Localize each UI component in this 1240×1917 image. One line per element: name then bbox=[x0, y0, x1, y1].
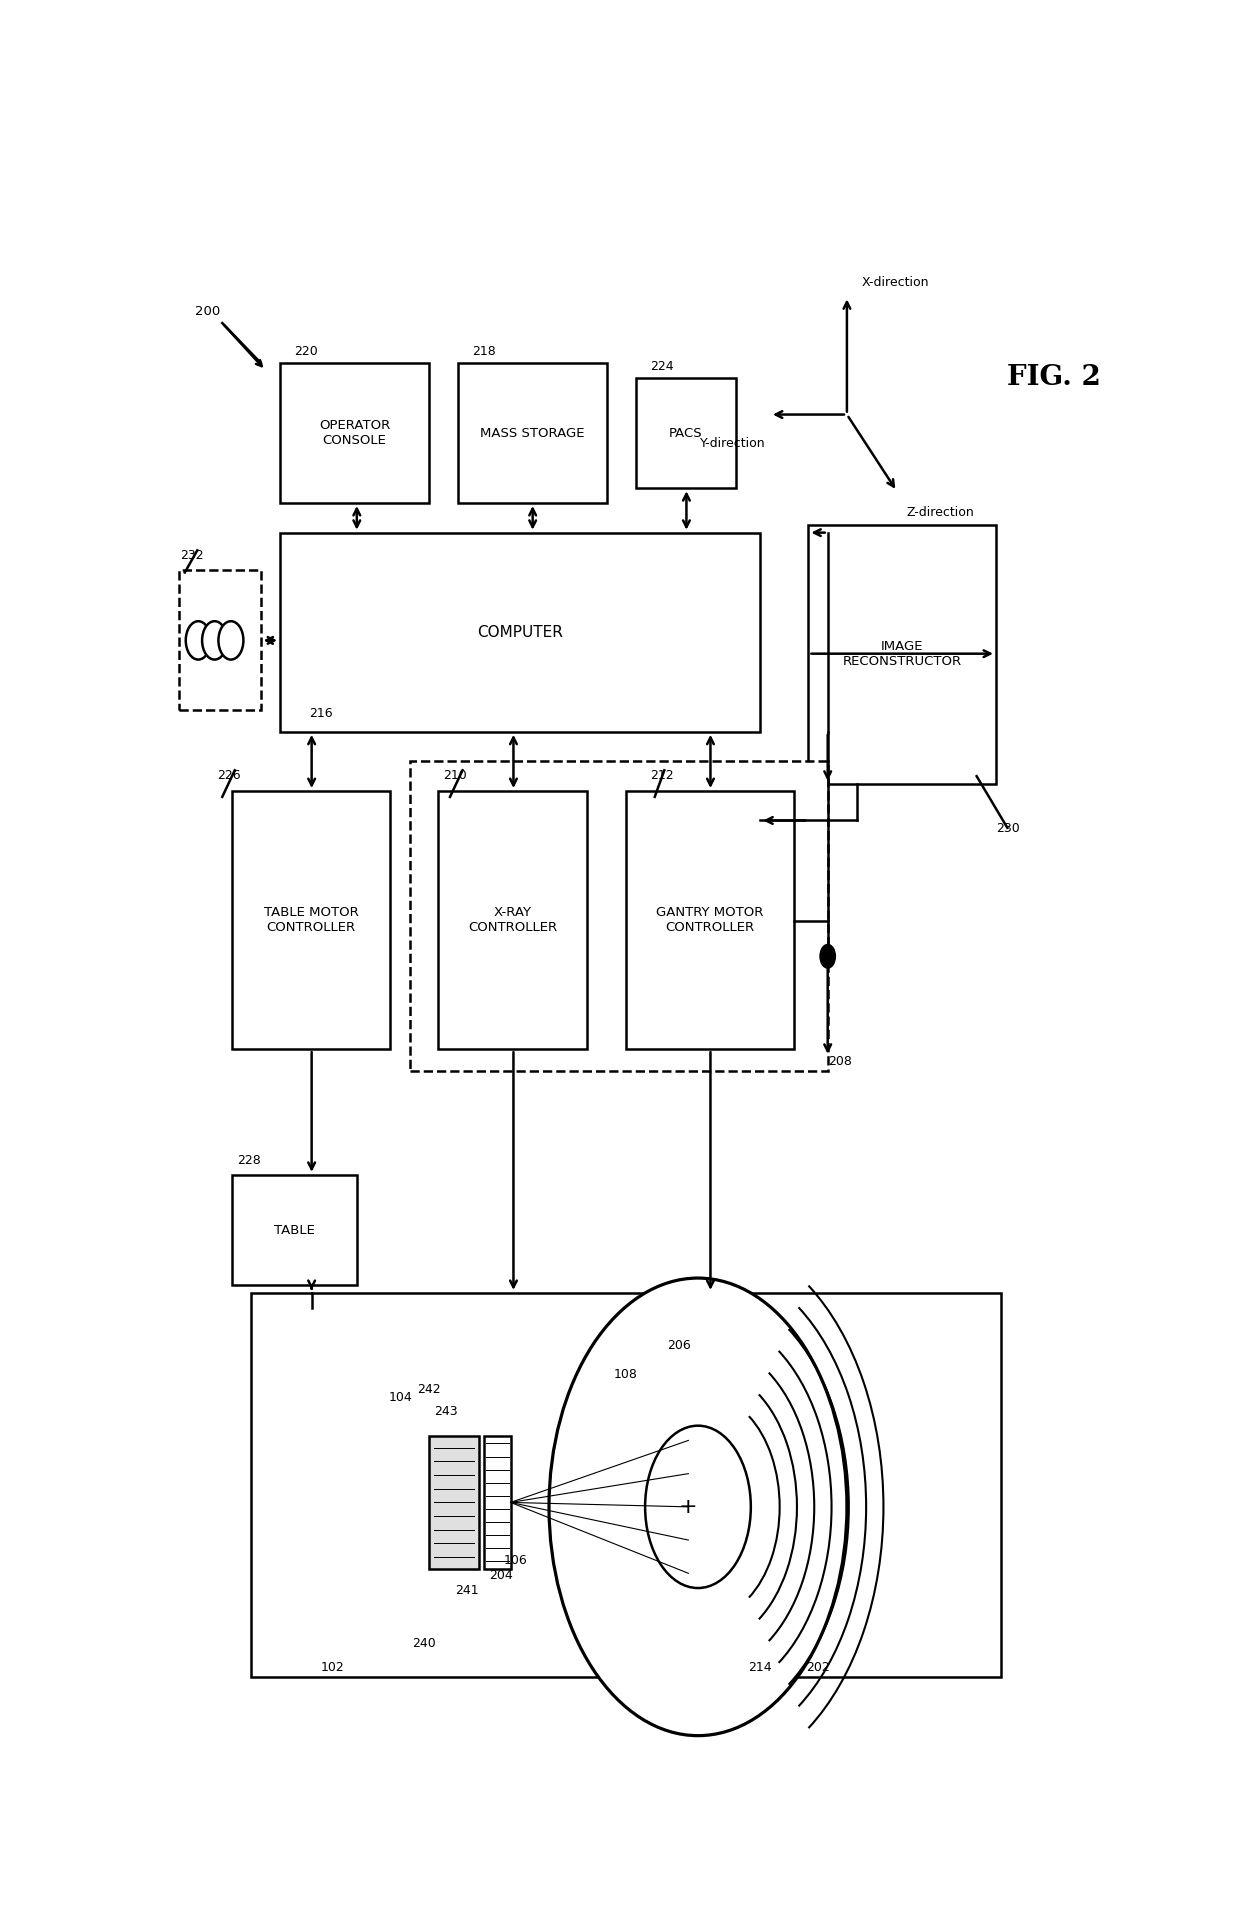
Text: 230: 230 bbox=[996, 822, 1019, 836]
Text: 228: 228 bbox=[237, 1154, 260, 1167]
Circle shape bbox=[186, 621, 211, 659]
Text: MASS STORAGE: MASS STORAGE bbox=[480, 426, 584, 439]
Bar bbox=[429, 1436, 479, 1568]
Text: 208: 208 bbox=[828, 1056, 852, 1068]
Bar bbox=[409, 761, 828, 1072]
Text: 200: 200 bbox=[195, 305, 221, 318]
Circle shape bbox=[645, 1426, 750, 1587]
Text: 232: 232 bbox=[180, 548, 203, 562]
Text: 212: 212 bbox=[650, 769, 673, 782]
Text: GANTRY MOTOR
CONTROLLER: GANTRY MOTOR CONTROLLER bbox=[656, 907, 764, 934]
Text: X-RAY
CONTROLLER: X-RAY CONTROLLER bbox=[469, 907, 558, 934]
Text: TABLE: TABLE bbox=[274, 1223, 315, 1236]
Text: 220: 220 bbox=[294, 345, 319, 358]
Circle shape bbox=[202, 621, 227, 659]
Bar bbox=[250, 1292, 1001, 1677]
Text: Z-direction: Z-direction bbox=[906, 506, 975, 520]
Text: 242: 242 bbox=[417, 1384, 440, 1396]
Bar bbox=[232, 1175, 357, 1286]
Text: COMPUTER: COMPUTER bbox=[477, 625, 563, 640]
Text: Y-direction: Y-direction bbox=[699, 437, 765, 450]
Text: 224: 224 bbox=[650, 360, 673, 374]
Text: IMAGE
RECONSTRUCTOR: IMAGE RECONSTRUCTOR bbox=[843, 640, 962, 669]
Bar bbox=[439, 792, 588, 1049]
Text: OPERATOR
CONSOLE: OPERATOR CONSOLE bbox=[319, 420, 391, 447]
Circle shape bbox=[218, 621, 243, 659]
Bar bbox=[484, 1436, 511, 1568]
Text: 243: 243 bbox=[434, 1405, 458, 1419]
Text: 104: 104 bbox=[388, 1390, 412, 1403]
Bar bbox=[280, 533, 760, 732]
Text: 108: 108 bbox=[614, 1369, 637, 1382]
Bar bbox=[808, 525, 996, 784]
Circle shape bbox=[820, 945, 836, 968]
Text: 216: 216 bbox=[309, 707, 332, 721]
Bar bbox=[458, 362, 606, 502]
Text: FIG. 2: FIG. 2 bbox=[1007, 364, 1100, 391]
Text: 204: 204 bbox=[489, 1570, 513, 1582]
Bar bbox=[280, 362, 429, 502]
Bar bbox=[635, 378, 737, 489]
Text: +: + bbox=[680, 1497, 698, 1516]
Circle shape bbox=[549, 1279, 847, 1735]
Bar bbox=[626, 792, 794, 1049]
Bar bbox=[179, 569, 260, 709]
Text: PACS: PACS bbox=[670, 426, 703, 439]
Text: X-direction: X-direction bbox=[862, 276, 929, 289]
Text: 214: 214 bbox=[749, 1660, 773, 1674]
Text: 226: 226 bbox=[217, 769, 241, 782]
Text: 210: 210 bbox=[444, 769, 467, 782]
Text: 202: 202 bbox=[806, 1660, 830, 1674]
Text: TABLE MOTOR
CONTROLLER: TABLE MOTOR CONTROLLER bbox=[264, 907, 358, 934]
Text: 102: 102 bbox=[321, 1660, 345, 1674]
Text: 106: 106 bbox=[503, 1555, 527, 1568]
Text: 206: 206 bbox=[667, 1338, 691, 1351]
Text: 241: 241 bbox=[455, 1583, 479, 1597]
Text: 218: 218 bbox=[472, 345, 496, 358]
Bar bbox=[232, 792, 391, 1049]
Text: 240: 240 bbox=[412, 1637, 436, 1651]
